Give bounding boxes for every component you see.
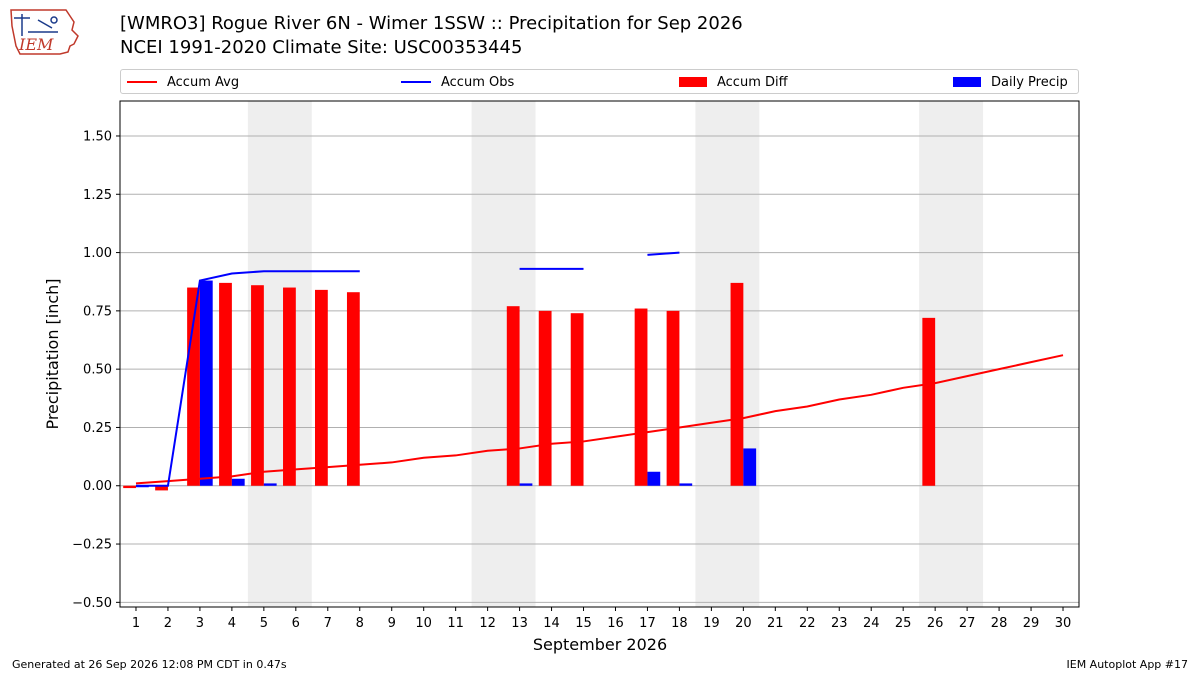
x-axis-label: September 2026: [533, 635, 667, 654]
x-tick-label: 10: [415, 616, 432, 631]
x-tick-label: 12: [479, 616, 496, 631]
accum-obs-line: [647, 251, 680, 256]
accum-diff-bar: [634, 308, 648, 486]
generated-timestamp: Generated at 26 Sep 2026 12:08 PM CDT in…: [12, 658, 287, 671]
x-tick-label: 30: [1055, 616, 1072, 631]
y-tick-label: 1.00: [83, 246, 112, 261]
x-tick-label: 4: [228, 616, 236, 631]
legend: Accum Avg Accum Obs Accum Diff Daily Pre…: [120, 69, 1079, 94]
accum-obs-line: [135, 270, 360, 487]
x-tick-label: 23: [831, 616, 848, 631]
x-tick-label: 19: [703, 616, 720, 631]
accum-diff-bar: [314, 289, 328, 486]
daily-precip-bar: [231, 478, 245, 486]
x-tick-label: 22: [799, 616, 816, 631]
x-tick-label: 29: [1023, 616, 1040, 631]
accum-diff-bar: [666, 310, 680, 486]
y-tick-label: 1.25: [83, 188, 112, 203]
x-tick-label: 20: [735, 616, 752, 631]
app-label: IEM Autoplot App #17: [1066, 658, 1189, 671]
lines: [135, 251, 1064, 487]
legend-label-diff: Accum Diff: [717, 74, 788, 90]
accum-diff-bar: [506, 306, 520, 486]
accum-diff-bar: [538, 310, 552, 486]
chart-title: [WMRO3] Rogue River 6N - Wimer 1SSW :: P…: [120, 13, 743, 34]
legend-daily-precip: Daily Precip: [953, 73, 1068, 91]
x-tick-label: 1: [132, 616, 140, 631]
accum-diff-bar: [922, 317, 936, 486]
legend-accum-diff: Accum Diff: [679, 73, 788, 91]
legend-swatch-daily: [953, 77, 981, 87]
x-tick-label: 16: [607, 616, 624, 631]
x-tick-label: 25: [895, 616, 912, 631]
logo-text: IEM: [18, 35, 54, 54]
iem-logo: IEM: [8, 6, 82, 60]
daily-precip-bar: [743, 448, 757, 486]
daily-precip-bar: [679, 483, 693, 486]
x-axis-ticks: 1 2 3 4 5 6 7 8 9 10 11 12 13 14 15 16 17 18 19 20 21 22 23 24 2…: [132, 607, 1071, 631]
x-tick-label: 28: [991, 616, 1008, 631]
y-tick-label: −0.50: [72, 596, 112, 611]
legend-label-daily: Daily Precip: [991, 74, 1068, 90]
legend-swatch-avg: [127, 81, 157, 83]
x-tick-label: 14: [543, 616, 560, 631]
legend-swatch-obs: [401, 81, 431, 83]
x-tick-label: 6: [292, 616, 300, 631]
legend-accum-avg: Accum Avg: [127, 73, 239, 91]
weekend-shade-2: [695, 101, 760, 607]
accum-avg-line: [135, 354, 1064, 485]
x-tick-label: 27: [959, 616, 976, 631]
x-tick-label: 9: [388, 616, 396, 631]
y-tick-label: 0.25: [83, 421, 112, 436]
x-tick-label: 8: [356, 616, 364, 631]
accum-diff-bar: [251, 285, 264, 486]
x-tick-label: 5: [260, 616, 268, 631]
accum-diff-bar: [123, 485, 136, 489]
y-tick-label: 0.75: [83, 304, 112, 319]
weekend-shade-1: [471, 101, 536, 607]
accum-diff-bar: [570, 313, 584, 486]
legend-label-obs: Accum Obs: [441, 74, 515, 90]
y-tick-label: 0.50: [83, 363, 112, 378]
legend-label-avg: Accum Avg: [167, 74, 240, 90]
x-tick-label: 13: [511, 616, 528, 631]
accum-diff-bar: [730, 282, 744, 486]
accum-diff-bar: [346, 292, 360, 486]
daily-precip-bar: [199, 280, 213, 486]
x-tick-label: 11: [447, 616, 464, 631]
y-tick-label: 0.00: [83, 479, 112, 494]
x-tick-label: 26: [927, 616, 944, 631]
x-tick-label: 24: [863, 616, 880, 631]
legend-swatch-diff: [679, 77, 707, 87]
weekend-shading: [247, 101, 984, 607]
legend-accum-obs: Accum Obs: [401, 73, 514, 91]
x-tick-label: 7: [324, 616, 332, 631]
x-tick-label: 2: [164, 616, 172, 631]
accum-diff-bar: [155, 485, 168, 491]
chart-subtitle: NCEI 1991-2020 Climate Site: USC00353445: [120, 37, 523, 58]
daily-precip-bar: [263, 483, 277, 486]
daily-precip-bar: [647, 471, 661, 486]
x-tick-label: 3: [196, 616, 204, 631]
y-axis-label: Precipitation [inch]: [43, 278, 62, 429]
y-tick-label: 1.50: [83, 129, 112, 144]
x-tick-label: 18: [671, 616, 688, 631]
gridlines: [120, 135, 1079, 603]
x-tick-label: 15: [575, 616, 592, 631]
daily-precip-bar: [519, 483, 533, 486]
bars: [123, 280, 936, 491]
y-tick-label: −0.25: [72, 538, 112, 553]
accum-diff-bar: [219, 282, 232, 486]
y-axis-ticks: −0.50 −0.25 0.00 0.25 0.50 0.75 1.00 1.25 1.50: [72, 129, 120, 611]
x-tick-label: 21: [767, 616, 784, 631]
plot-frame: [119, 100, 1080, 608]
accum-diff-bar: [283, 287, 296, 486]
x-tick-label: 17: [639, 616, 656, 631]
